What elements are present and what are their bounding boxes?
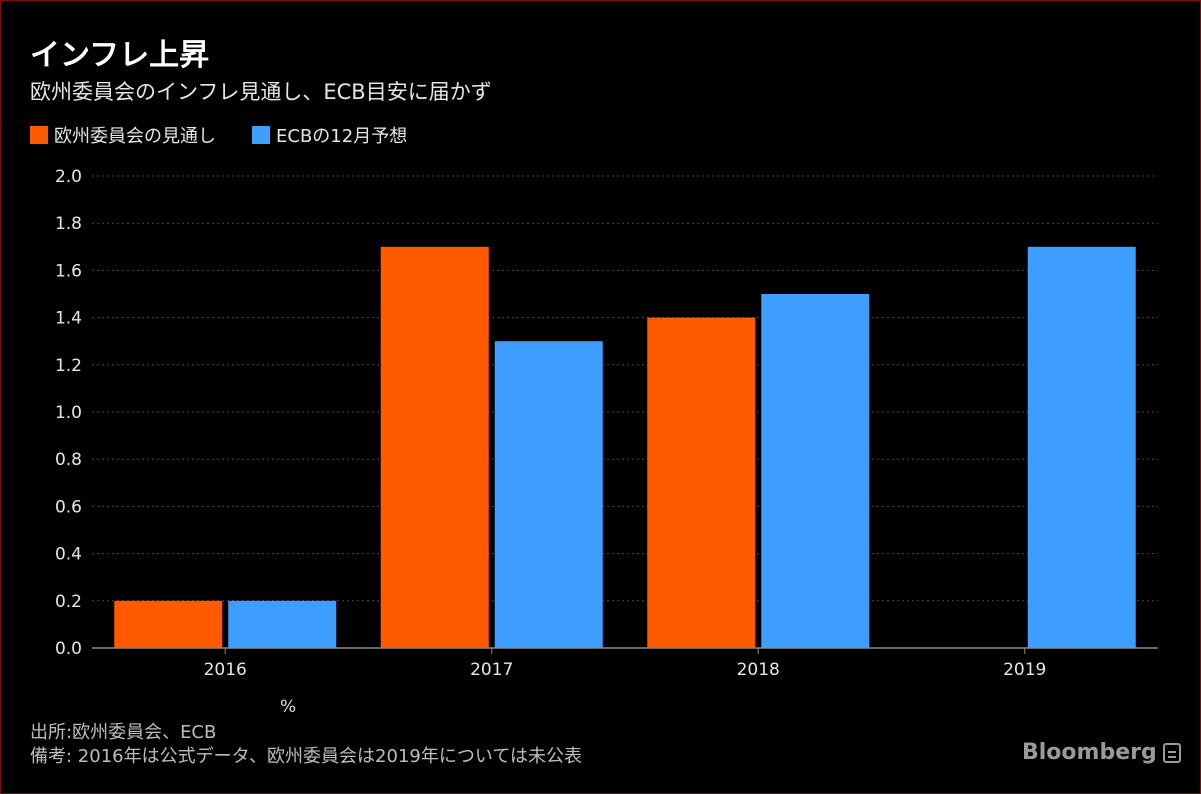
logo-text: Bloomberg <box>1022 740 1157 765</box>
x-tick-label: 2019 <box>1003 660 1046 680</box>
source-note: 出所:欧州委員会、ECB <box>30 722 217 743</box>
bar-ec-2017 <box>380 246 489 649</box>
legend-item-ec: 欧州委員会の見通し <box>30 122 216 148</box>
legend-item-ecb: ECBの12月予想 <box>252 122 407 148</box>
bar-ecb-2017 <box>494 341 603 648</box>
y-tick-label: 0.6 <box>55 497 82 517</box>
chart-subtitle: 欧州委員会のインフレ見通し、ECB目安に届かず <box>30 80 492 104</box>
bar-ec-2016 <box>114 600 223 648</box>
y-tick-label: 2.0 <box>55 167 82 187</box>
legend-swatch-ecb <box>252 126 270 144</box>
y-tick-label: 1.8 <box>55 214 82 234</box>
y-tick-label: 1.4 <box>55 309 82 329</box>
legend: 欧州委員会の見通し ECBの12月予想 <box>30 122 443 148</box>
unit-label: % <box>280 697 297 717</box>
legend-label-ecb: ECBの12月予想 <box>276 126 408 147</box>
legend-label-ec: 欧州委員会の見通し <box>54 126 216 147</box>
y-tick-label: 1.6 <box>55 261 82 281</box>
y-tick-label: 1.2 <box>55 356 82 376</box>
terminal-icon <box>1162 742 1181 763</box>
bar-ecb-2019 <box>1027 246 1136 649</box>
bar-ec-2018 <box>647 317 756 648</box>
y-tick-label: 1.0 <box>55 403 82 423</box>
y-tick-label: 0.4 <box>55 545 82 565</box>
bar-ecb-2018 <box>761 294 870 648</box>
chart-title: インフレ上昇 <box>30 38 210 73</box>
remarks-note: 備考: 2016年は公式データ、欧州委員会は2019年については未公表 <box>30 746 582 767</box>
y-tick-label: 0.0 <box>55 639 82 659</box>
bloomberg-logo: Bloomberg <box>1022 740 1181 765</box>
x-tick-label: 2018 <box>737 660 780 680</box>
x-tick-label: 2017 <box>470 660 513 680</box>
legend-swatch-ec <box>30 126 48 144</box>
x-tick-label: 2016 <box>204 660 247 680</box>
y-tick-label: 0.2 <box>55 592 82 612</box>
bar-ecb-2016 <box>228 600 337 648</box>
y-tick-label: 0.8 <box>55 450 82 470</box>
